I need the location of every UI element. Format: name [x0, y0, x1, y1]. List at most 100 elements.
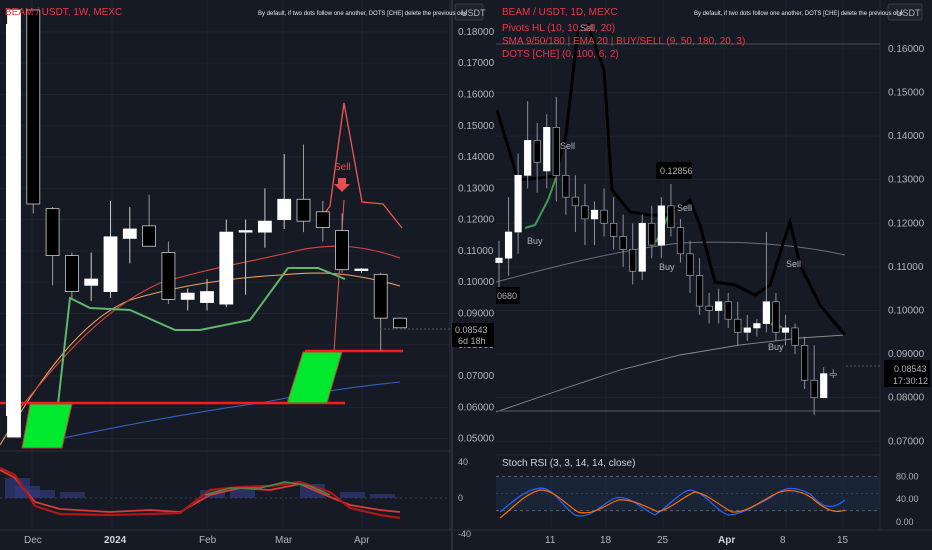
- right-candle-body: [724, 301, 732, 320]
- left-green-box-2: [286, 351, 343, 404]
- left-candle-body: [180, 292, 195, 300]
- left-last-price: 0.08543: [455, 325, 488, 335]
- pane-divider: [451, 0, 453, 550]
- right-candle-body: [820, 373, 828, 399]
- left-price-tick: 0.12000: [458, 215, 495, 226]
- left-osc-histogram: [60, 492, 85, 498]
- right-price-tick: 0.15000: [888, 87, 925, 98]
- left-sell-label: Sell: [334, 162, 351, 173]
- right-price-tick: 0.09000: [888, 349, 925, 360]
- right-stoch-tick: 80.00: [896, 471, 919, 481]
- right-price-tick: 0.12000: [888, 218, 925, 229]
- left-osc-darkred: [0, 467, 401, 520]
- right-price-tick: 0.14000: [888, 131, 925, 142]
- left-price-tick: 0.07000: [458, 371, 495, 382]
- right-candle-body: [581, 205, 589, 220]
- right-buy-label: Buy: [768, 342, 784, 352]
- right-price-tick: 0.13000: [888, 175, 925, 186]
- left-last-price-box: [452, 323, 494, 347]
- left-price-tick: 0.13000: [458, 183, 495, 194]
- right-price-tick: 0.10000: [888, 305, 925, 316]
- left-price-tick: 0.16000: [458, 89, 495, 100]
- right-currency-label: USDT: [896, 8, 921, 18]
- right-stoch-tick: 0.00: [896, 517, 914, 527]
- right-candle-body: [495, 257, 503, 263]
- right-sell-label-extra: Sell: [786, 259, 801, 269]
- right-time-label: 25: [657, 535, 669, 546]
- right-time-label: 15: [837, 535, 849, 546]
- right-sell-label: Sell: [677, 203, 692, 213]
- right-last-price-box: [884, 360, 930, 387]
- right-stoch-label: Stoch RSI (3, 3, 14, 14, close): [502, 458, 635, 469]
- right-candle-body: [743, 327, 751, 333]
- right-buy-trail-1: [524, 177, 557, 229]
- left-green-line: [52, 267, 346, 449]
- right-pivot-left: 0680: [497, 291, 517, 301]
- right-buy-label: Buy: [527, 236, 543, 246]
- right-time-label: 8: [780, 535, 786, 546]
- right-candle-body: [600, 209, 608, 224]
- left-candle-body: [393, 317, 407, 329]
- right-candle-body: [791, 327, 799, 346]
- left-osc-tick: 0: [458, 493, 463, 503]
- right-candle-body: [667, 205, 675, 228]
- right-candle-body: [504, 231, 513, 259]
- right-candle-body: [552, 127, 560, 176]
- left-time-label: Mar: [275, 535, 293, 546]
- left-price-tick: 0.11000: [458, 246, 494, 257]
- left-time-label: Feb: [199, 535, 217, 546]
- right-currency-box: [887, 3, 923, 21]
- right-time-label: 18: [600, 535, 612, 546]
- left-candle-body: [142, 225, 157, 247]
- right-candle-body: [533, 140, 541, 163]
- right-candle-body: [619, 236, 627, 250]
- left-candle-body: [103, 236, 118, 292]
- left-candle-body: [335, 230, 350, 271]
- left-candle-body: [26, 9, 41, 205]
- left-candle-body: [354, 268, 369, 271]
- right-candle-body: [810, 379, 818, 399]
- left-price-tick: 0.15000: [458, 121, 495, 132]
- right-stoch-d: [499, 489, 846, 519]
- left-candle-body: [65, 255, 79, 292]
- left-price-tick: 0.09000: [458, 308, 495, 319]
- right-ma-grey: [495, 334, 846, 413]
- right-price-tick: 0.16000: [888, 44, 925, 55]
- right-candle-body: [762, 301, 771, 324]
- left-candle-body: [238, 230, 253, 233]
- left-price-tick: 0.06000: [458, 402, 495, 413]
- left-osc-histogram: [340, 492, 365, 498]
- left-time-label: Dec: [24, 535, 42, 546]
- right-candle-body: [657, 205, 665, 246]
- left-currency-box: [454, 3, 484, 21]
- right-candle-body: [781, 327, 790, 333]
- right-pivot-left-box: [496, 287, 520, 304]
- left-candle-body: [161, 252, 176, 300]
- left-candle-body: [45, 208, 60, 256]
- right-candle-body: [676, 227, 685, 255]
- right-candle-body: [524, 140, 532, 176]
- right-sell-label: Sell: [560, 141, 575, 151]
- left-time-label: Apr: [354, 535, 370, 546]
- right-countdown: 17:30:12: [893, 376, 928, 386]
- left-sell-arrow: [334, 178, 350, 192]
- right-stoch-tick: 40.00: [896, 494, 919, 504]
- left-price-tick: 0.18000: [458, 27, 495, 38]
- right-candle-body: [543, 127, 551, 172]
- right-candle-body: [734, 318, 742, 333]
- right-pivot-high-box: [656, 162, 692, 179]
- left-price-tick: 0.17000: [458, 58, 495, 69]
- right-candle-body: [800, 345, 809, 381]
- right-price-tick: 0.08000: [888, 393, 925, 404]
- right-price-tick: 0.07000: [888, 436, 925, 447]
- right-candle-body: [571, 196, 580, 207]
- right-candle-body: [715, 301, 723, 311]
- right-pivot-high: 0.12856: [660, 166, 693, 176]
- left-countdown: 6d 18h: [458, 336, 486, 346]
- left-osc-histogram: [230, 488, 255, 498]
- left-candle-body: [200, 291, 214, 303]
- right-sell-label: Sell: [580, 23, 595, 33]
- right-candle-body: [753, 323, 761, 329]
